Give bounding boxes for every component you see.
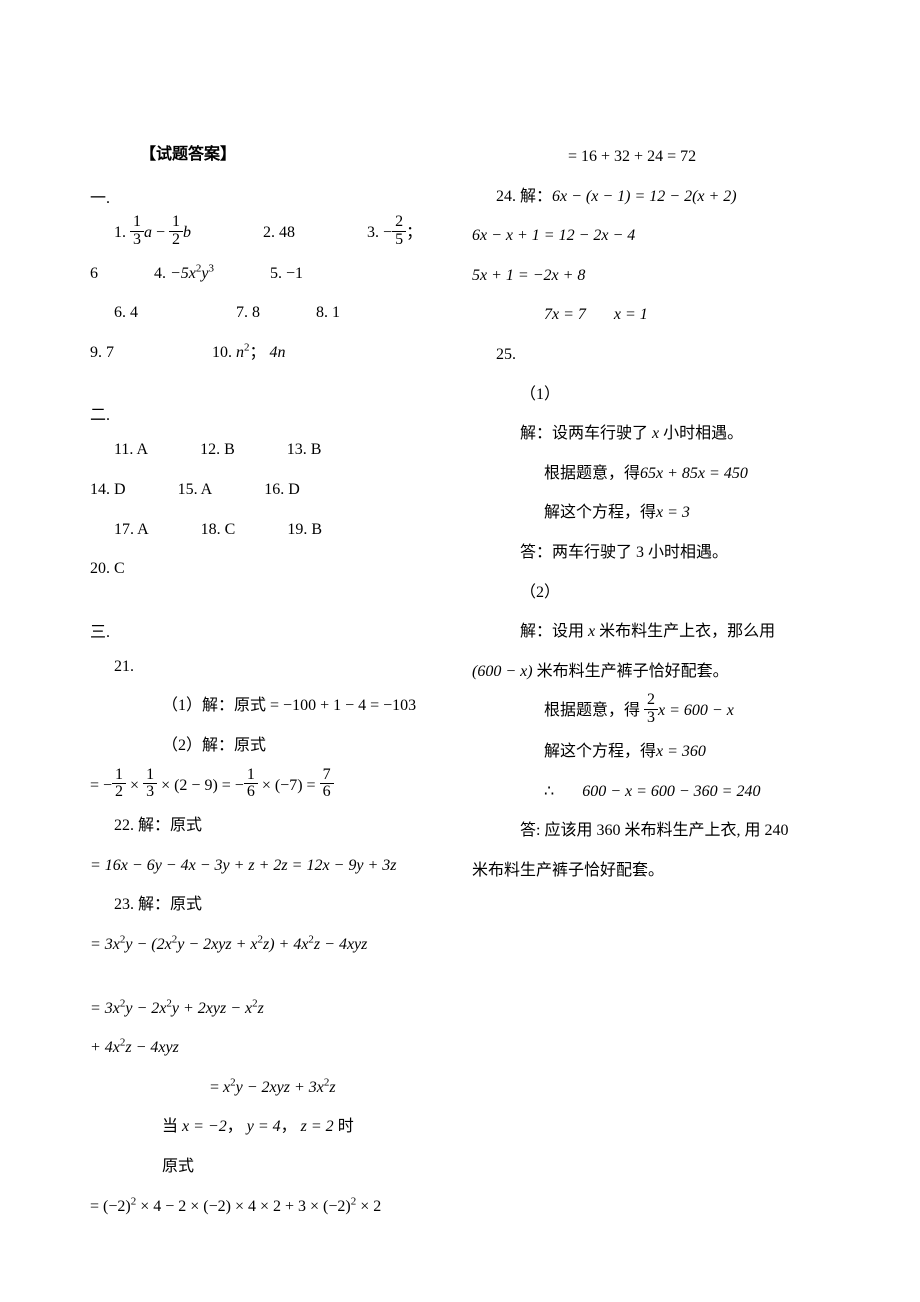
q21-2-label: （2）解：原式 bbox=[162, 729, 448, 763]
q6: 6. 4 bbox=[114, 304, 138, 321]
q1-q3-row: 1. 13a − 12b 2. 48 3. −25； bbox=[114, 216, 448, 251]
frac-1-3: 13 bbox=[130, 214, 144, 249]
mc-row-4: 20. C bbox=[90, 552, 448, 586]
q21-num: 21. bbox=[114, 650, 448, 684]
q1-num: 1. bbox=[114, 224, 126, 241]
q23-calc2: = 16 + 32 + 24 = 72 bbox=[568, 140, 830, 174]
q25-1-label: （1） bbox=[520, 378, 830, 412]
section-one-label: 一. bbox=[90, 184, 448, 208]
q20: 20. C bbox=[90, 560, 125, 577]
q25-2-eq: 根据题意，得 23x = 600 − x bbox=[544, 694, 830, 729]
q23-orig: 原式 bbox=[162, 1150, 448, 1184]
4n: 4n bbox=[270, 344, 286, 361]
q25-1-solve: 解这个方程，得x = 3 bbox=[544, 496, 830, 530]
q8: 8. 1 bbox=[316, 304, 340, 321]
q24-l4: 7x = 7x = 1 bbox=[544, 298, 830, 332]
q9-q10-row: 9. 7 10. n2； 4n bbox=[90, 336, 448, 370]
q25-2-set2: (600 − x) 米布料生产裤子恰好配套。 bbox=[472, 655, 830, 689]
q21-2-expr: = −12 × 13 × (2 − 9) = −16 × (−7) = 76 bbox=[90, 769, 448, 804]
q4-x: −5x bbox=[170, 265, 196, 282]
q25-2-label: （2） bbox=[520, 576, 830, 610]
q23-label: 23. 解：原式 bbox=[114, 888, 448, 922]
q23-calc1: = (−2)2 × 4 − 2 × (−2) × 4 × 2 + 3 × (−2… bbox=[90, 1190, 448, 1224]
frac-2-3: 23 bbox=[644, 692, 658, 727]
n: n bbox=[236, 344, 244, 361]
q23-when: 当 x = −2， y = 4， z = 2 时 bbox=[162, 1110, 448, 1144]
q24-l2: 6x − x + 1 = 12 − 2x − 4 bbox=[472, 219, 830, 253]
minus: − bbox=[152, 224, 169, 241]
var-a: a bbox=[144, 224, 152, 241]
section-three-label: 三. bbox=[90, 618, 448, 642]
q25-2-ans-a: 答: 应该用 360 米布料生产上衣, 用 240 bbox=[520, 814, 830, 848]
q7: 7. 8 bbox=[236, 304, 260, 321]
q4-y: y bbox=[201, 265, 208, 282]
q3-6: 6 bbox=[90, 265, 98, 282]
q16: 16. D bbox=[264, 481, 300, 498]
mc-row-1: 11. A 12. B 13. B bbox=[114, 433, 448, 467]
mc-row-2: 14. D 15. A 16. D bbox=[90, 473, 448, 507]
mc-row-3: 17. A 18. C 19. B bbox=[114, 513, 448, 547]
q24-l3: 5x + 1 = −2x + 8 bbox=[472, 259, 830, 293]
q23-l1: = 3x2y − (2x2y − 2xyz + x2z) + 4x2z − 4x… bbox=[90, 928, 448, 962]
q25-2-ans-b: 米布料生产裤子恰好配套。 bbox=[472, 854, 830, 888]
q3-num: 3. bbox=[367, 224, 379, 241]
q25-1-ans: 答：两车行驶了 3 小时相遇。 bbox=[520, 536, 830, 570]
q12: 12. B bbox=[200, 441, 235, 458]
q25-1-set: 解：设两车行驶了 x 小时相遇。 bbox=[520, 417, 830, 451]
semi2: ； bbox=[250, 344, 266, 361]
q4-num: 4. bbox=[154, 265, 166, 282]
section-two-label: 二. bbox=[90, 401, 448, 425]
answers-title: 【试题答案】 bbox=[140, 140, 448, 164]
sup3: 3 bbox=[209, 262, 215, 274]
q25-2-solve: 解这个方程，得x = 360 bbox=[544, 735, 830, 769]
q22-expr: = 16x − 6y − 4x − 3y + z + 2z = 12x − 9y… bbox=[90, 849, 448, 883]
q18: 18. C bbox=[201, 521, 236, 538]
q3b-q4-q5-row: 6 4. −5x2y3 5. −1 bbox=[90, 257, 448, 291]
q5: 5. −1 bbox=[270, 265, 303, 282]
q25-num: 25. bbox=[496, 338, 830, 372]
q19: 19. B bbox=[287, 521, 322, 538]
q15: 15. A bbox=[178, 481, 213, 498]
q14: 14. D bbox=[90, 481, 126, 498]
q23-l3: + 4x2z − 4xyz bbox=[90, 1031, 448, 1065]
frac-2-5: 25 bbox=[392, 214, 406, 249]
neg: − bbox=[383, 224, 392, 241]
frac-1-2: 12 bbox=[169, 214, 183, 249]
q25-2-set: 解：设用 x 米布料生产上衣，那么用 bbox=[520, 615, 830, 649]
q24-label-row: 24. 解：6x − (x − 1) = 12 − 2(x + 2) bbox=[496, 180, 830, 214]
q11: 11. A bbox=[114, 441, 148, 458]
q22-label: 22. 解：原式 bbox=[114, 809, 448, 843]
q23-l2: = 3x2y − 2x2y + 2xyz − x2z bbox=[90, 992, 448, 1026]
q13: 13. B bbox=[287, 441, 322, 458]
q21-1: （1）解：原式 = −100 + 1 − 4 = −103 bbox=[162, 689, 448, 723]
page: 【试题答案】 一. 1. 13a − 12b 2. 48 3. −25； 6 4… bbox=[0, 0, 920, 1302]
q25-1-eq: 根据题意，得65x + 85x = 450 bbox=[544, 457, 830, 491]
q25-2-therefore: ∴600 − x = 600 − 360 = 240 bbox=[544, 775, 830, 809]
q17: 17. A bbox=[114, 521, 149, 538]
q6-q8-row: 6. 4 7. 8 8. 1 bbox=[114, 296, 448, 330]
semi: ； bbox=[406, 224, 422, 241]
q9: 9. 7 bbox=[90, 344, 114, 361]
q23-l4: = x2y − 2xyz + 3x2z bbox=[210, 1071, 448, 1105]
var-b: b bbox=[183, 224, 191, 241]
q10a: 10. bbox=[212, 344, 236, 361]
q2: 2. 48 bbox=[263, 224, 295, 241]
